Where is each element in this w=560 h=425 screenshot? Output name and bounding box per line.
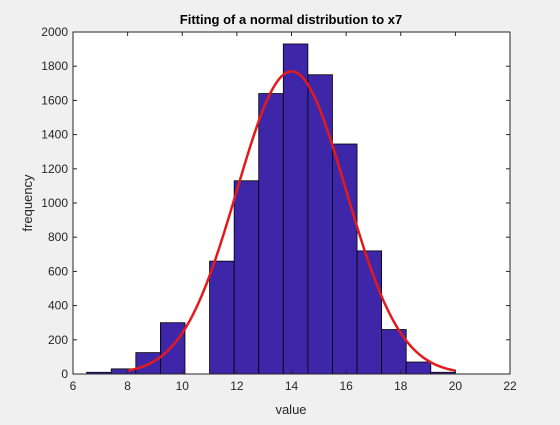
histogram-bar	[209, 260, 235, 375]
y-tick-label: 600	[48, 264, 68, 278]
histogram-bar	[233, 180, 260, 375]
histogram-bar	[258, 93, 284, 375]
chart-title: Fitting of a normal distribution to x7	[180, 12, 402, 27]
bars-layer	[86, 43, 456, 375]
ticks-layer: 6 8 10 12 14 16 18 20 22 0 200 400 600 800 1000 1200 140…	[41, 25, 517, 393]
y-tick-label: 1000	[41, 196, 68, 210]
y-tick-label: 1400	[41, 128, 68, 142]
y-tick-label: 1200	[41, 162, 68, 176]
x-tick-label: 12	[230, 379, 244, 393]
x-tick-label: 14	[285, 379, 299, 393]
y-tick-label: 2000	[41, 25, 68, 39]
y-axis-label: frequency	[20, 174, 35, 232]
x-tick-label: 10	[176, 379, 190, 393]
histogram-bar	[405, 361, 432, 375]
x-tick-label: 18	[394, 379, 408, 393]
x-tick-label: 16	[339, 379, 353, 393]
x-tick-label: 6	[70, 379, 77, 393]
y-tick-label: 1600	[41, 93, 68, 107]
histogram-bar	[307, 74, 333, 375]
x-tick-label: 22	[503, 379, 517, 393]
x-tick-label: 8	[124, 379, 131, 393]
y-tick-label: 1800	[41, 59, 68, 73]
x-axis-label: value	[275, 402, 306, 417]
normal-fit-line	[127, 70, 456, 372]
histogram-bar	[356, 250, 383, 375]
histogram-bar	[332, 143, 358, 375]
histogram-bar	[282, 43, 309, 375]
x-tick-label: 20	[449, 379, 463, 393]
y-tick-label: 400	[48, 299, 68, 313]
y-tick-label: 800	[48, 230, 68, 244]
histogram-bar	[159, 322, 186, 375]
y-tick-label: 200	[48, 333, 68, 347]
y-tick-label: 0	[61, 367, 68, 381]
